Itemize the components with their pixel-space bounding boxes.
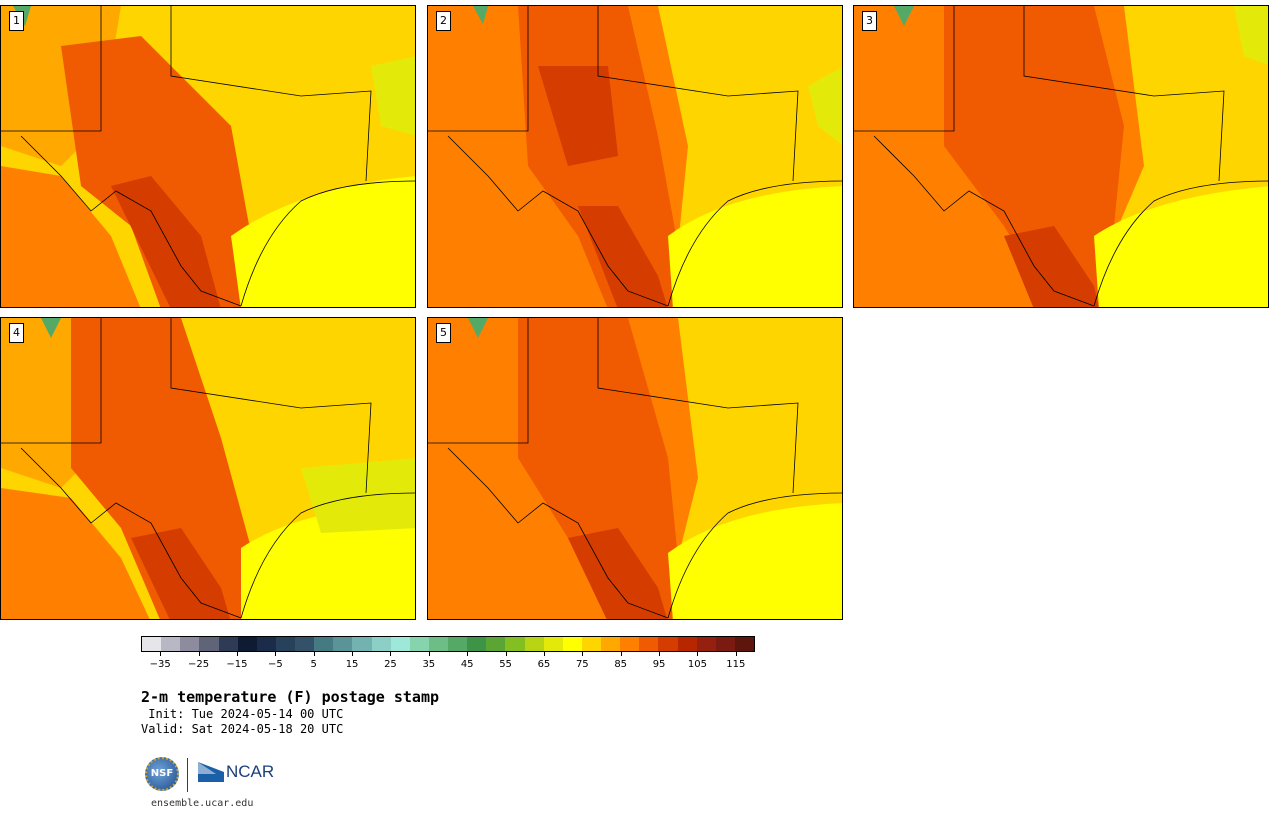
- colorbar-tick: [313, 652, 315, 656]
- colorbar-tick: [543, 652, 545, 656]
- temperature-map-3: [854, 6, 1268, 307]
- colorbar-swatch: [677, 637, 697, 651]
- colorbar-swatch: [161, 637, 181, 651]
- colorbar-tick: [467, 652, 469, 656]
- colorbar-tick-label: −25: [188, 659, 210, 670]
- temperature-map-5: [428, 318, 842, 619]
- colorbar-swatch: [639, 637, 659, 651]
- colorbar-tick: [390, 652, 392, 656]
- colorbar-swatch: [467, 637, 487, 651]
- colorbar-swatch: [581, 637, 601, 651]
- colorbar-tick: [275, 652, 277, 656]
- colorbar-tick-label: 35: [422, 659, 436, 670]
- colorbar-tick-label: 115: [726, 659, 746, 670]
- colorbar-tick-label: −5: [267, 659, 283, 670]
- colorbar-swatch: [256, 637, 276, 651]
- colorbar-swatch: [352, 637, 372, 651]
- colorbar-tick-label: 25: [384, 659, 397, 670]
- colorbar-tick: [198, 652, 200, 656]
- temperature-map-1: [1, 6, 415, 307]
- colorbar-tick-label: 105: [687, 659, 707, 670]
- colorbar-swatch: [620, 637, 640, 651]
- colorbar-tick-label: 55: [499, 659, 512, 670]
- colorbar-swatch: [734, 637, 754, 651]
- colorbar-swatch: [505, 637, 525, 651]
- ncar-mark-icon: [198, 762, 224, 782]
- colorbar-tick: [505, 652, 507, 656]
- colorbar-tick-label: −35: [149, 659, 171, 670]
- panel-number-label: 3: [862, 11, 877, 31]
- chart-title: 2-m temperature (F) postage stamp: [141, 688, 440, 706]
- map-panel-1: 1: [0, 5, 416, 308]
- colorbar-swatch: [486, 637, 506, 651]
- panel-number-label: 5: [436, 323, 451, 343]
- colorbar-swatch: [696, 637, 716, 651]
- colorbar-tick-label: 85: [614, 659, 628, 670]
- logo-divider: [187, 758, 188, 792]
- init-time: Init: Tue 2024-05-14 00 UTC: [141, 707, 344, 721]
- colorbar-swatch: [199, 637, 219, 651]
- colorbar-tick: [659, 652, 661, 656]
- colorbar-tick-label: −15: [226, 659, 248, 670]
- temperature-map-4: [1, 318, 415, 619]
- temperature-map-2: [428, 6, 842, 307]
- colorbar-tick: [160, 652, 162, 656]
- colorbar-swatch: [543, 637, 563, 651]
- colorbar-ticks: −35 −25 −15 −5 5 15 25 35 45 55 65 75 85 95 105 115: [141, 652, 755, 672]
- colorbar-tick-label: 15: [345, 659, 359, 670]
- website-url: ensemble.ucar.edu: [151, 798, 254, 809]
- colorbar-tick: [582, 652, 584, 656]
- colorbar-swatch: [390, 637, 410, 651]
- colorbar-swatch: [658, 637, 678, 651]
- ncar-logo: NCAR: [198, 762, 274, 782]
- panel-number-label: 4: [9, 323, 24, 343]
- colorbar-swatch: [409, 637, 429, 651]
- colorbar-swatch: [180, 637, 200, 651]
- colorbar-swatch: [314, 637, 334, 651]
- colorbar-swatch: [715, 637, 735, 651]
- panel-number-label: 1: [9, 11, 24, 31]
- colorbar-tick: [352, 652, 354, 656]
- colorbar-tick-label: 45: [460, 659, 474, 670]
- colorbar-tick: [620, 652, 622, 656]
- colorbar-swatch: [428, 637, 448, 651]
- colorbar-tick-label: 75: [575, 659, 589, 670]
- colorbar-swatch: [333, 637, 353, 651]
- colorbar-tick-label: 65: [537, 659, 551, 670]
- colorbar-swatch: [218, 637, 238, 651]
- colorbar-swatch: [524, 637, 544, 651]
- panel-number-label: 2: [436, 11, 451, 31]
- map-panel-5: 5: [427, 317, 843, 620]
- nsf-logo: NSF: [145, 757, 179, 791]
- colorbar-tick: [236, 652, 238, 656]
- map-panel-3: 3: [853, 5, 1269, 308]
- colorbar-tick: [735, 652, 737, 656]
- ncar-logo-text: NCAR: [226, 762, 275, 781]
- map-panel-2: 2: [427, 5, 843, 308]
- colorbar-swatch: [142, 637, 162, 651]
- temperature-colorbar: [141, 636, 755, 652]
- map-panel-4: 4: [0, 317, 416, 620]
- valid-time: Valid: Sat 2024-05-18 20 UTC: [141, 722, 344, 736]
- colorbar-swatch: [295, 637, 315, 651]
- colorbar-swatch: [237, 637, 257, 651]
- colorbar-tick-label: 95: [652, 659, 666, 670]
- colorbar-tick: [697, 652, 699, 656]
- colorbar-swatch: [601, 637, 621, 651]
- colorbar-swatch: [448, 637, 468, 651]
- colorbar-swatch: [562, 637, 582, 651]
- colorbar-swatch: [275, 637, 295, 651]
- colorbar-tick-label: 5: [310, 659, 317, 670]
- colorbar-swatch: [371, 637, 391, 651]
- colorbar-tick: [428, 652, 430, 656]
